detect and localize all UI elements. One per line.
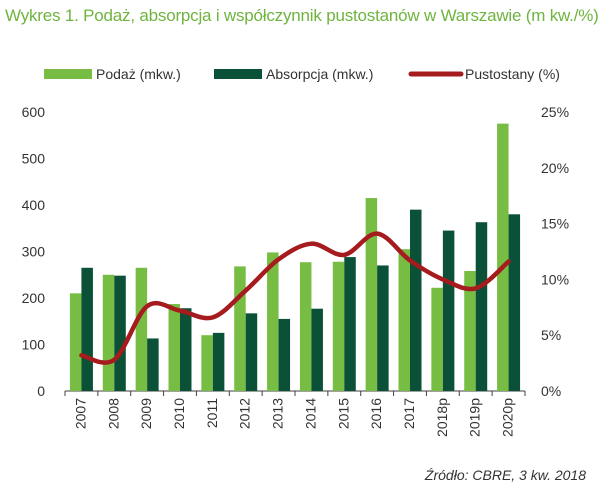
legend-swatch-absorpcja: [214, 69, 262, 79]
bar-absorpcja: [114, 275, 126, 391]
y-right-tick-label: 0%: [541, 383, 561, 399]
bar-podaz: [69, 293, 82, 391]
x-tick-label: 2013: [270, 398, 286, 429]
bar-podaz: [201, 335, 213, 391]
y-right-tick-label: 25%: [541, 104, 569, 120]
bar-absorpcja: [311, 308, 323, 391]
bar-absorpcja: [278, 318, 291, 391]
source-note: Źródło: CBRE, 3 kw. 2018: [424, 467, 586, 483]
legend-label: Pustostany (%): [465, 66, 560, 82]
x-tick-label: 2007: [72, 398, 88, 429]
bar-podaz: [299, 262, 312, 391]
bar-absorpcja: [245, 313, 258, 391]
y-right-tick-label: 10%: [541, 271, 569, 287]
bar-absorpcja: [344, 257, 356, 391]
x-tick-label: 2011: [204, 398, 220, 428]
x-tick-label: 2019p: [467, 398, 483, 437]
line-pustostany: [79, 231, 511, 365]
legend-swatch-podaz: [44, 69, 92, 79]
x-tick-label: 2016: [368, 398, 384, 429]
bar-absorpcja: [377, 265, 389, 391]
legend: Podaż (mkw.) Absorpcja (mkw.) Pustostany (…: [44, 66, 560, 82]
y-left-tick-label: 500: [22, 151, 46, 167]
bar-podaz: [135, 267, 148, 391]
chart-bars: [69, 123, 521, 391]
bar-absorpcja: [180, 308, 192, 391]
y-left-tick-label: 300: [22, 244, 46, 260]
y-right-tick-label: 5%: [541, 327, 561, 343]
bar-podaz: [398, 249, 410, 391]
bar-absorpcja: [442, 230, 455, 391]
bar-podaz: [168, 304, 180, 391]
chart-line: [79, 231, 511, 365]
bar-podaz: [431, 287, 443, 391]
bar-absorpcja: [81, 267, 93, 391]
bar-podaz: [365, 198, 378, 391]
bar-absorpcja: [475, 222, 488, 391]
bar-absorpcja: [410, 209, 422, 391]
x-tick-label: 2014: [302, 398, 318, 429]
y-left-tick-label: 0: [37, 383, 45, 399]
y-left-tick-label: 200: [22, 290, 46, 306]
legend-label: Podaż (mkw.): [96, 66, 181, 82]
bar-absorpcja: [508, 214, 521, 391]
y-right-tick-label: 20%: [541, 160, 569, 176]
bar-absorpcja: [212, 332, 225, 391]
y-left-tick-label: 600: [22, 104, 46, 120]
x-tick-label: 2017: [401, 398, 417, 429]
y-left-tick-label: 100: [22, 337, 46, 353]
x-tick-label: 2008: [105, 398, 121, 429]
x-tick-label: 2010: [171, 398, 187, 429]
x-tick-label: 2018p: [434, 398, 450, 437]
bar-podaz: [267, 252, 279, 391]
chart-axes: 0 100 200 300 400 500 600 0% 5% 10% 15% 20% 25% 2007 2…: [22, 104, 569, 437]
bar-podaz: [102, 274, 115, 391]
x-tick-label: 2009: [138, 398, 154, 429]
bar-podaz: [464, 271, 476, 391]
bar-podaz: [332, 261, 345, 391]
bar-absorpcja: [147, 338, 159, 391]
y-right-tick-label: 15%: [541, 216, 569, 232]
x-tick-label: 2012: [237, 398, 253, 429]
chart-title: Wykres 1. Podaż, absorpcja i współczynni…: [5, 6, 599, 25]
bar-podaz: [234, 266, 246, 391]
x-tick-label: 2015: [335, 398, 351, 429]
y-left-tick-label: 400: [22, 197, 46, 213]
x-tick-label: 2020p: [500, 398, 516, 437]
legend-label: Absorpcja (mkw.): [266, 66, 373, 82]
bar-podaz: [497, 123, 509, 391]
